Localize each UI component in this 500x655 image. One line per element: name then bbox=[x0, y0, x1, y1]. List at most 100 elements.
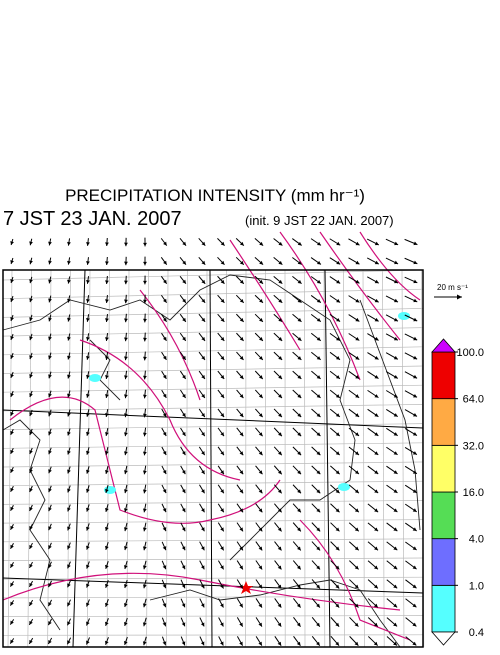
grid-line bbox=[67, 270, 70, 647]
wind-arrow-head bbox=[48, 280, 52, 284]
grid-line bbox=[226, 270, 227, 647]
wind-arrow-head bbox=[124, 432, 128, 436]
colorbar-segment bbox=[432, 492, 455, 539]
wind-arrow-head bbox=[143, 376, 147, 380]
grid-line bbox=[3, 520, 423, 524]
wind-arrow-head bbox=[143, 319, 147, 323]
contour bbox=[280, 232, 360, 380]
grid-line bbox=[3, 308, 423, 317]
grid-line bbox=[3, 539, 423, 542]
colorbar-label: 1.0 bbox=[469, 580, 484, 592]
colorbar-label: 64.0 bbox=[463, 394, 484, 406]
grid-line bbox=[3, 500, 423, 504]
wind-arrow-head bbox=[143, 603, 147, 607]
grid-line bbox=[383, 270, 385, 647]
wind-arrow-head bbox=[29, 260, 33, 264]
grid-line bbox=[305, 270, 306, 647]
grid-line bbox=[324, 270, 325, 647]
wind-reference-head bbox=[457, 295, 462, 300]
wind-arrow-head bbox=[143, 565, 147, 569]
wind-reference-label: 20 m s⁻¹ bbox=[437, 283, 468, 292]
wind-arrow-head bbox=[163, 280, 167, 284]
wind-arrow-head bbox=[48, 299, 52, 303]
wind-arrow-head bbox=[143, 490, 147, 494]
wind-arrow-head bbox=[124, 319, 128, 323]
wind-arrow-head bbox=[143, 546, 147, 550]
wind-arrow-head bbox=[105, 280, 109, 284]
contour bbox=[230, 240, 300, 350]
map bbox=[3, 232, 424, 650]
grid-line bbox=[3, 328, 423, 337]
grid-line bbox=[3, 577, 423, 579]
grid-line bbox=[3, 366, 423, 374]
wind-arrow-head bbox=[239, 489, 243, 493]
grid-line bbox=[87, 270, 90, 647]
colorbar-label: 0.4 bbox=[469, 627, 484, 639]
grid-line bbox=[3, 616, 423, 617]
grid-line bbox=[210, 270, 212, 647]
precip-patch bbox=[398, 312, 410, 320]
wind-arrow-head bbox=[143, 357, 147, 361]
wind-arrow-head bbox=[124, 489, 128, 493]
wind-arrow-head bbox=[143, 281, 147, 285]
wind-arrow-head bbox=[29, 241, 33, 245]
wind-arrow-head bbox=[86, 432, 90, 436]
wind-arrow-head bbox=[105, 394, 109, 398]
grid-line bbox=[325, 270, 330, 647]
grid-line bbox=[3, 481, 423, 486]
wind-arrow-head bbox=[105, 242, 109, 246]
grid-line bbox=[48, 270, 51, 647]
wind-arrow-head bbox=[124, 281, 128, 285]
colorbar-segment bbox=[432, 445, 455, 492]
grid-line bbox=[3, 410, 423, 428]
wind-arrow-head bbox=[143, 243, 147, 247]
wind-arrow-head bbox=[124, 470, 128, 474]
wind-arrow-head bbox=[317, 280, 321, 284]
wind-arrow-head bbox=[143, 395, 147, 399]
wind-arrow-head bbox=[278, 604, 282, 608]
colorbar-segment bbox=[432, 585, 455, 632]
wind-arrow-head bbox=[124, 337, 128, 341]
wind-arrow-head bbox=[67, 356, 71, 360]
wind-arrow-head bbox=[124, 262, 128, 266]
init-time: (init. 9 JST 22 JAN. 2007) bbox=[245, 213, 394, 228]
wind-arrow-head bbox=[48, 261, 52, 265]
grid-line bbox=[402, 270, 404, 647]
grid-line bbox=[8, 270, 12, 647]
wind-arrow-head bbox=[143, 262, 147, 266]
colorbar-segment bbox=[432, 539, 455, 586]
grid-line bbox=[3, 558, 423, 561]
valid-time: 7 JST 23 JAN. 2007 bbox=[3, 208, 182, 230]
colorbar-label: 32.0 bbox=[463, 440, 484, 452]
wind-arrow-head bbox=[124, 243, 128, 247]
wind-arrow-head bbox=[355, 394, 359, 398]
wind-arrow-head bbox=[48, 336, 52, 340]
grid-line bbox=[3, 289, 423, 299]
grid-line bbox=[3, 462, 423, 467]
title: PRECIPITATION INTENSITY (mm hr⁻¹) bbox=[65, 186, 365, 205]
grid-line bbox=[166, 270, 168, 647]
grid-line bbox=[3, 385, 423, 392]
colorbar-label: 100.0 bbox=[456, 347, 484, 359]
grid-line bbox=[3, 404, 423, 411]
wind-arrow-head bbox=[143, 584, 147, 588]
grid-line bbox=[147, 270, 149, 647]
grid-line bbox=[3, 424, 423, 430]
grid-line bbox=[73, 270, 85, 647]
colorbar-segment bbox=[432, 399, 455, 446]
wind-arrow-head bbox=[86, 451, 90, 455]
grid-line bbox=[3, 443, 423, 449]
wind-arrow-head bbox=[124, 300, 128, 304]
wind-arrow-head bbox=[259, 546, 263, 550]
wind-arrow-head bbox=[67, 375, 71, 379]
colorbar-under bbox=[432, 632, 455, 645]
grid-line bbox=[3, 270, 423, 280]
colorbar-over bbox=[432, 339, 455, 352]
wind-arrow-head bbox=[48, 242, 52, 246]
precip-patch bbox=[89, 374, 101, 382]
contour bbox=[80, 340, 240, 480]
wind-arrow-head bbox=[143, 527, 147, 531]
wind-arrow-head bbox=[105, 261, 109, 265]
